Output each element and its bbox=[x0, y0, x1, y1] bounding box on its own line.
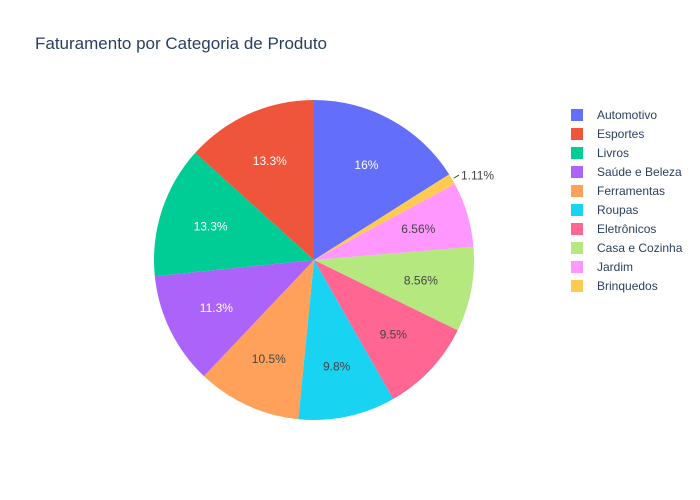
legend-label: Ferramentas bbox=[597, 184, 665, 198]
legend-swatch bbox=[571, 166, 583, 178]
legend-swatch bbox=[571, 204, 583, 216]
legend-swatch bbox=[571, 128, 583, 140]
legend-label: Eletrônicos bbox=[597, 222, 656, 236]
legend-label: Saúde e Beleza bbox=[597, 165, 682, 179]
legend-item-roupas[interactable]: Roupas bbox=[571, 203, 638, 217]
legend-item-saude-e-beleza[interactable]: Saúde e Beleza bbox=[571, 165, 682, 179]
legend-item-jardim[interactable]: Jardim bbox=[571, 260, 633, 274]
pie-slice-jardim[interactable] bbox=[314, 183, 474, 260]
legend-item-casa-e-cozinha[interactable]: Casa e Cozinha bbox=[571, 241, 683, 255]
legend-swatch bbox=[571, 147, 583, 159]
legend-swatch bbox=[571, 242, 583, 254]
slice-label-roupas: 9.8% bbox=[323, 360, 351, 374]
legend-swatch bbox=[571, 185, 583, 197]
pie-slice-esportes[interactable] bbox=[195, 100, 314, 260]
legend-item-eletronicos[interactable]: Eletrônicos bbox=[571, 222, 656, 236]
legend-label: Casa e Cozinha bbox=[597, 241, 683, 255]
pie-slice-livros[interactable] bbox=[154, 152, 314, 277]
slice-label-casa-e-cozinha: 8.56% bbox=[404, 273, 438, 287]
pie-slice-casa-e-cozinha[interactable] bbox=[314, 246, 474, 331]
legend-label: Brinquedos bbox=[597, 279, 658, 293]
slice-label-saude-e-beleza: 11.3% bbox=[200, 301, 233, 315]
legend-label: Livros bbox=[597, 146, 629, 160]
slice-label-ferramentas: 10.5% bbox=[252, 352, 286, 366]
legend-swatch bbox=[571, 109, 583, 121]
slice-label-jardim: 6.56% bbox=[401, 222, 435, 236]
pie-slice-automotivo[interactable] bbox=[314, 100, 450, 260]
pie-slice-roupas[interactable] bbox=[298, 260, 394, 420]
legend-swatch bbox=[571, 261, 583, 273]
slice-label-eletronicos: 9.5% bbox=[380, 328, 408, 342]
pie-slice-brinquedos[interactable] bbox=[314, 174, 455, 260]
slice-label-livros: 13.3% bbox=[194, 219, 228, 233]
chart-title: Faturamento por Categoria de Produto bbox=[35, 34, 328, 53]
legend-swatch bbox=[571, 280, 583, 292]
legend-item-brinquedos[interactable]: Brinquedos bbox=[571, 279, 658, 293]
legend-label: Jardim bbox=[597, 260, 633, 274]
pie-slice-saude-e-beleza[interactable] bbox=[154, 260, 314, 377]
pie-slice-eletronicos[interactable] bbox=[314, 260, 458, 400]
legend-label: Roupas bbox=[597, 203, 638, 217]
slice-label-esportes: 13.3% bbox=[253, 154, 287, 168]
legend-swatch bbox=[571, 223, 583, 235]
pie-slice-ferramentas[interactable] bbox=[203, 260, 314, 420]
legend-label: Esportes bbox=[597, 127, 644, 141]
legend-item-ferramentas[interactable]: Ferramentas bbox=[571, 184, 665, 198]
legend-label: Automotivo bbox=[597, 108, 657, 122]
legend-item-livros[interactable]: Livros bbox=[571, 146, 629, 160]
slice-label-brinquedos: 1.11% bbox=[461, 168, 494, 182]
slice-leader-line-brinquedos bbox=[453, 174, 460, 179]
legend-item-automotivo[interactable]: Automotivo bbox=[571, 108, 657, 122]
legend-item-esportes[interactable]: Esportes bbox=[571, 127, 644, 141]
slice-label-automotivo: 16% bbox=[354, 158, 378, 172]
